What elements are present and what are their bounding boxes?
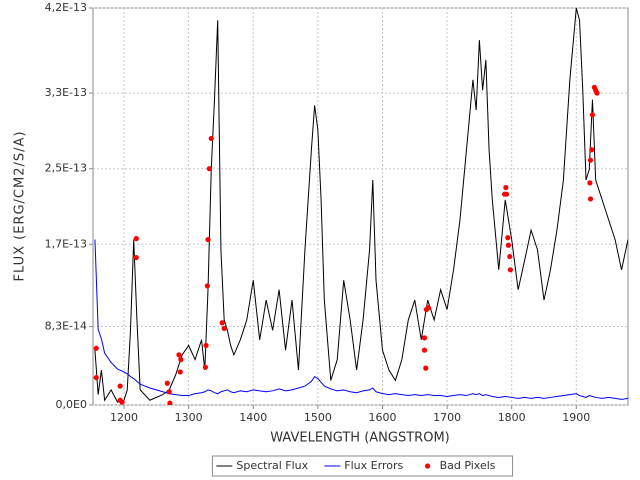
bad-pixel-point (505, 242, 512, 248)
bad-pixel-point (93, 374, 99, 381)
legend-symbol (425, 463, 431, 469)
x-tick-label: 1200 (110, 411, 138, 424)
x-axis-title: WAVELENGTH (ANGSTROM) (270, 431, 449, 446)
y-tick-label: 0,0E0 (56, 398, 87, 411)
bad-pixel-point (93, 345, 99, 351)
bad-pixel-point (587, 180, 593, 186)
bad-pixel-point (176, 352, 182, 358)
bad-pixel-point (421, 347, 428, 353)
grid (93, 7, 628, 406)
x-tick-label: 1600 (368, 411, 396, 424)
bad-pixel-point (177, 369, 183, 375)
legend-label: Bad Pixels (440, 459, 496, 472)
y-axis-title: FLUX (ERG/CM2/S/A) (13, 131, 28, 282)
bad-pixel-point (589, 112, 596, 118)
bad-pixel-point (587, 157, 594, 163)
series-line (94, 8, 628, 403)
bad-pixel-point (164, 380, 170, 386)
bad-pixel-point (219, 320, 225, 326)
x-tick-label: 1500 (304, 411, 332, 424)
bad-pixel-point (505, 235, 511, 241)
bad-pixel-point (425, 305, 431, 311)
plot-area (92, 7, 629, 406)
y-tick-label: 8,3E-14 (45, 320, 87, 333)
series-line (94, 239, 628, 400)
axes: 0,0E0 8,3E-14 1,7E-13 2,5E-13 3,3E-13 4,2E-13… (45, 1, 591, 424)
bad-pixel-point (203, 342, 209, 349)
bad-pixel-point (208, 135, 214, 142)
legend: Spectral Flux Flux Errors Bad Pixels (211, 455, 514, 477)
bad-pixel-point (503, 191, 510, 197)
legend-label: Flux Errors (344, 459, 403, 472)
y-tick-label: 1,7E-13 (45, 237, 87, 250)
bad-pixel-point (166, 389, 172, 395)
data-layer (93, 8, 628, 405)
x-tick-label: 1400 (239, 411, 267, 424)
bad-pixel-point (587, 196, 594, 202)
y-tick-label: 4,2E-13 (45, 1, 87, 14)
bad-pixel-point (178, 357, 184, 363)
bad-pixel-point (221, 325, 227, 332)
bad-pixel-point (167, 400, 173, 405)
bad-pixel-point (421, 335, 428, 341)
y-tick-label: 2,5E-13 (45, 162, 87, 175)
bad-pixel-point (117, 383, 123, 389)
legend-label: Spectral Flux (236, 459, 308, 472)
bad-pixel-point (133, 254, 139, 261)
x-tick-label: 1700 (433, 411, 461, 424)
bad-pixel-point (119, 399, 125, 405)
bad-pixel-point (503, 184, 509, 191)
bad-pixel-point (507, 253, 513, 260)
bad-pixel-point (589, 147, 595, 153)
bad-pixel-point (202, 364, 209, 370)
bad-pixel-point (205, 236, 211, 243)
x-tick-label: 1300 (175, 411, 203, 424)
y-tick-label: 3,3E-13 (45, 86, 87, 99)
legend-box (211, 455, 514, 477)
bad-pixel-point (594, 90, 600, 96)
x-tick-label: 1800 (498, 411, 526, 424)
x-tick-label: 1900 (562, 411, 590, 424)
bad-pixel-point (423, 365, 429, 371)
bad-pixel-point (206, 166, 212, 172)
bad-pixel-point (204, 283, 210, 289)
bad-pixel-point (133, 236, 139, 242)
bad-pixel-point (507, 267, 514, 273)
